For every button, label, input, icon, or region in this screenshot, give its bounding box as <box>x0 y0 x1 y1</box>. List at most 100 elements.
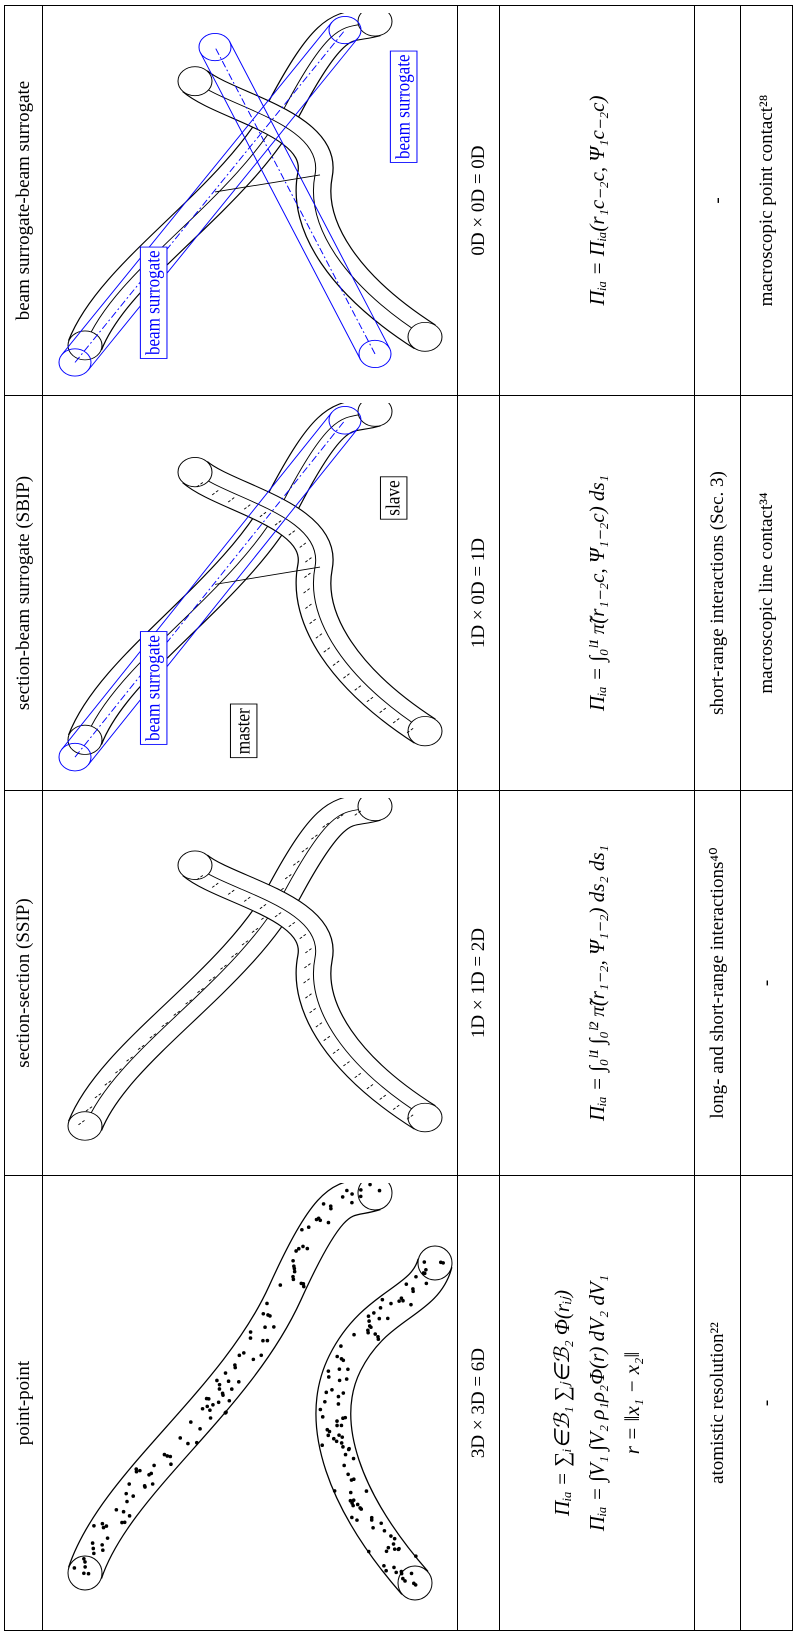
section-mark <box>305 992 313 999</box>
tube-axis <box>84 411 376 740</box>
particle <box>168 1454 173 1459</box>
particle <box>265 1301 269 1306</box>
section-mark <box>301 846 310 853</box>
particle <box>194 1440 199 1445</box>
particle <box>189 1420 193 1424</box>
particle <box>162 1452 167 1457</box>
particle <box>204 1396 209 1401</box>
contact-type: macroscopic point contact²⁸ <box>755 94 777 307</box>
figure-label-text: master <box>232 707 254 754</box>
particle <box>221 1393 225 1397</box>
rotated-table: point-point section-section (SSIP) section… <box>4 5 793 1631</box>
gap-line <box>214 566 321 585</box>
particle <box>100 1543 104 1547</box>
particle <box>72 1566 77 1570</box>
particle <box>200 1406 205 1411</box>
particle <box>412 1581 416 1586</box>
particle <box>223 1411 228 1415</box>
surrogate-end <box>58 348 92 377</box>
particle <box>399 1571 404 1576</box>
cell: section-section (SSIP) <box>4 790 43 1176</box>
particle <box>364 1489 369 1493</box>
particle <box>261 1338 265 1343</box>
figure-label-text: beam surrogate <box>392 54 415 159</box>
tube-axis <box>84 21 376 346</box>
particle <box>122 1520 127 1525</box>
particle <box>227 1398 232 1403</box>
particle <box>337 1433 341 1437</box>
particle <box>341 1391 346 1395</box>
particle <box>392 1547 397 1551</box>
particle <box>300 1227 304 1232</box>
section-mark <box>299 933 308 939</box>
column-header: beam surrogate-beam surrogate <box>12 80 34 321</box>
particle <box>251 1357 256 1362</box>
particle <box>346 1367 350 1372</box>
particle <box>208 1416 213 1420</box>
particle <box>327 1429 332 1434</box>
particle <box>205 1404 210 1409</box>
particle <box>331 1436 336 1441</box>
particle <box>127 1514 132 1518</box>
particle <box>366 1314 371 1319</box>
particle <box>422 1260 427 1264</box>
tube-end <box>177 66 213 97</box>
particle <box>414 1554 418 1558</box>
comparison-table: point-point section-section (SSIP) section… <box>4 5 793 1631</box>
particle <box>278 1283 283 1287</box>
cell <box>42 790 458 1176</box>
particle <box>223 1371 228 1375</box>
particle <box>372 1311 376 1315</box>
section-mark <box>137 1044 146 1050</box>
particle <box>124 1491 129 1496</box>
particle <box>382 1563 386 1568</box>
particle <box>92 1551 96 1556</box>
particle <box>378 1306 383 1310</box>
tube-axis <box>84 806 376 1127</box>
section-mark <box>303 977 311 984</box>
particle <box>301 1284 306 1289</box>
section-mark <box>292 859 301 866</box>
particle <box>291 1277 296 1282</box>
tube-end <box>407 321 443 352</box>
particle <box>403 1579 407 1583</box>
particle <box>411 1287 415 1291</box>
section-mark <box>185 998 193 1005</box>
tube-end <box>357 798 393 822</box>
section-mark <box>196 481 205 488</box>
particle <box>291 1274 295 1279</box>
particle <box>242 1351 246 1355</box>
particle <box>101 1548 105 1553</box>
particle <box>272 1325 276 1329</box>
particle <box>216 1400 221 1405</box>
tube-axis <box>194 471 426 732</box>
section-mark <box>315 1021 324 1028</box>
section-mark <box>227 496 236 503</box>
particle <box>297 1246 301 1251</box>
section-mark <box>173 1010 182 1016</box>
particle <box>339 1344 343 1348</box>
figure-label: beam surrogate <box>139 246 168 359</box>
particle <box>401 1576 405 1581</box>
surrogate-axis <box>74 420 346 758</box>
surrogate-edge <box>229 41 391 349</box>
section-mark <box>126 1055 134 1062</box>
cell: atomistic resolution²² <box>694 1175 741 1631</box>
particle <box>321 1202 326 1206</box>
dimension: 3D × 3D = 6D <box>467 1347 489 1459</box>
particle <box>120 1520 124 1525</box>
cell: macroscopic line contact³⁴ <box>740 395 793 791</box>
section-mark <box>406 727 415 734</box>
particle <box>359 1188 363 1192</box>
tube-end <box>407 1102 443 1133</box>
contact-type: - <box>755 1399 777 1407</box>
particle <box>392 1536 397 1541</box>
particle <box>229 1387 234 1391</box>
section-mark <box>251 927 260 933</box>
surrogate-end <box>328 406 362 435</box>
formula: Πᵢₐ = ∫₀ˡ¹ ∫₀ˡ² π̃(r₁₋₂, Ψ₁₋₂) ds₂ ds₁ <box>584 845 609 1121</box>
particle <box>91 1546 96 1551</box>
particle <box>377 1188 382 1193</box>
particle <box>404 1282 409 1286</box>
particle <box>291 1258 295 1263</box>
